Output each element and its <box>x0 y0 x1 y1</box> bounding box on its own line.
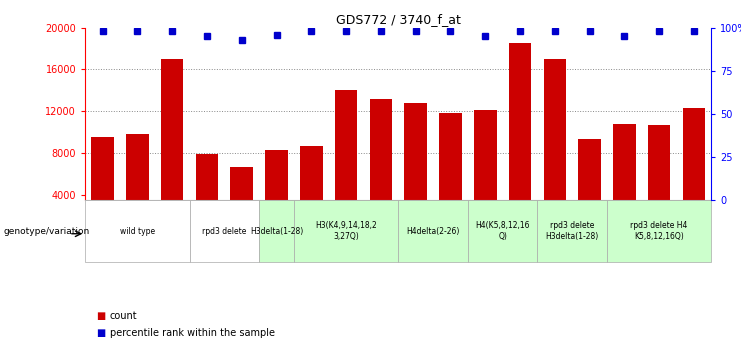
Bar <box>259 200 294 262</box>
Text: ■: ■ <box>96 328 105 338</box>
Bar <box>161 59 184 237</box>
Bar <box>537 200 607 262</box>
Bar <box>190 200 259 262</box>
Bar <box>370 99 392 237</box>
Bar <box>509 43 531 237</box>
Bar <box>126 134 149 237</box>
Title: GDS772 / 3740_f_at: GDS772 / 3740_f_at <box>336 13 461 27</box>
Bar <box>578 139 601 237</box>
Bar <box>230 167 253 237</box>
Bar <box>613 124 636 237</box>
Bar <box>300 146 322 237</box>
Bar <box>196 154 219 237</box>
Bar <box>91 137 114 237</box>
Bar <box>265 150 288 237</box>
Text: H4delta(2-26): H4delta(2-26) <box>406 227 459 236</box>
Text: percentile rank within the sample: percentile rank within the sample <box>110 328 275 338</box>
Bar <box>607 200 711 262</box>
Bar <box>85 200 190 262</box>
Text: genotype/variation: genotype/variation <box>4 227 90 236</box>
Text: H4(K5,8,12,16
Q): H4(K5,8,12,16 Q) <box>476 221 530 241</box>
Text: count: count <box>110 311 137 321</box>
Bar <box>405 103 427 237</box>
Text: rpd3 delete
H3delta(1-28): rpd3 delete H3delta(1-28) <box>545 221 599 241</box>
Bar <box>468 200 537 262</box>
Bar <box>335 90 357 237</box>
Bar <box>439 113 462 237</box>
Bar <box>399 200 468 262</box>
Text: rpd3 delete H4
K5,8,12,16Q): rpd3 delete H4 K5,8,12,16Q) <box>631 221 688 241</box>
Text: ■: ■ <box>96 311 105 321</box>
Text: wild type: wild type <box>120 227 155 236</box>
Text: H3(K4,9,14,18,2
3,27Q): H3(K4,9,14,18,2 3,27Q) <box>315 221 377 241</box>
Text: rpd3 delete: rpd3 delete <box>202 227 247 236</box>
Bar <box>648 125 671 237</box>
Text: H3delta(1-28): H3delta(1-28) <box>250 227 303 236</box>
Bar <box>543 59 566 237</box>
Bar <box>294 200 398 262</box>
Bar <box>474 110 496 237</box>
Bar <box>682 108 705 237</box>
